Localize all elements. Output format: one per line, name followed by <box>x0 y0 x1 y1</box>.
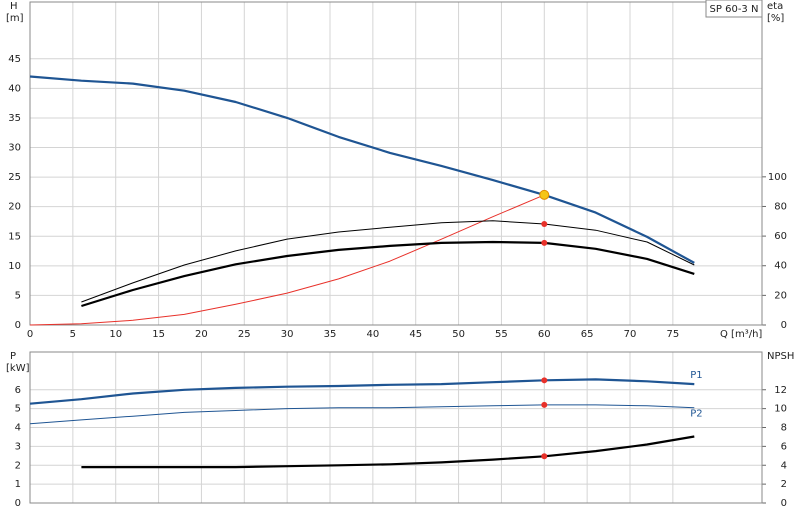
y2-axis-title: eta <box>767 1 783 12</box>
operating-point <box>541 220 548 227</box>
chart-title: SP 60-3 N <box>710 4 759 15</box>
y-tick-label: 30 <box>8 143 21 154</box>
y2-tick-label: 100 <box>768 172 787 183</box>
y-tick-label: 2 <box>15 460 21 471</box>
x-tick-label: 25 <box>238 329 251 340</box>
operating-point <box>539 189 550 200</box>
x-tick-label: 10 <box>109 329 122 340</box>
y2-tick-label: 8 <box>781 423 787 434</box>
y-axis-title: P <box>10 351 16 362</box>
x-tick-label: 75 <box>666 329 679 340</box>
y2-tick-label: 6 <box>781 441 787 452</box>
x-tick-label: 45 <box>409 329 422 340</box>
y-tick-label: 15 <box>8 231 21 242</box>
operating-point <box>541 377 548 384</box>
x-tick-label: 30 <box>281 329 294 340</box>
y-tick-label: 10 <box>8 261 21 272</box>
series-line <box>81 220 695 303</box>
x-tick-label: 65 <box>581 329 594 340</box>
y-axis-unit: [m] <box>6 13 24 24</box>
y2-tick-label: 4 <box>781 460 787 471</box>
y2-tick-label: 80 <box>774 201 787 212</box>
series-line <box>81 240 695 308</box>
y-tick-label: 5 <box>15 404 21 415</box>
x-tick-label: 15 <box>152 329 165 340</box>
y2-tick-label: 10 <box>774 404 787 415</box>
series-line <box>81 435 695 469</box>
y-tick-label: 40 <box>8 83 21 94</box>
y2-tick-label: 60 <box>774 231 787 242</box>
y-tick-label: 6 <box>15 385 21 396</box>
y-tick-label: 3 <box>15 441 21 452</box>
series-line <box>29 378 695 405</box>
y2-axis-title: NPSH <box>767 351 794 362</box>
plot-area <box>30 2 762 325</box>
x-tick-label: 70 <box>624 329 637 340</box>
plot-frame <box>29 351 763 504</box>
y-tick-label: 25 <box>8 172 21 183</box>
operating-point <box>541 401 548 408</box>
y-tick-label: 45 <box>8 54 21 65</box>
x-tick-label: 55 <box>495 329 508 340</box>
y2-tick-label: 2 <box>781 479 787 490</box>
x-tick-label: 50 <box>452 329 465 340</box>
x-tick-label: 0 <box>27 329 33 340</box>
y2-tick-label: 0 <box>781 498 787 509</box>
title-box <box>705 0 763 18</box>
series-line <box>29 194 545 326</box>
y-tick-label: 5 <box>15 290 21 301</box>
operating-point <box>541 453 548 460</box>
y2-tick-label: 0 <box>781 320 787 331</box>
x-tick-label: 40 <box>366 329 379 340</box>
y-tick-label: 0 <box>15 320 21 331</box>
y2-tick-label: 20 <box>774 290 787 301</box>
y-tick-label: 4 <box>15 423 21 434</box>
plot-frame <box>29 1 763 326</box>
series-label: P1 <box>690 370 702 381</box>
y2-axis-unit: [%] <box>767 13 784 24</box>
x-axis-title: Q [m³/h] <box>720 329 762 340</box>
y2-tick-label: 12 <box>774 385 787 396</box>
y2-tick-label: 40 <box>774 261 787 272</box>
y-axis-unit: [kW] <box>6 363 30 374</box>
y-axis-title: H <box>10 1 18 12</box>
x-tick-label: 5 <box>70 329 76 340</box>
x-tick-label: 60 <box>538 329 551 340</box>
series-line <box>29 404 695 425</box>
y-tick-label: 1 <box>15 479 21 490</box>
x-tick-label: 35 <box>324 329 337 340</box>
y-tick-label: 20 <box>8 202 21 213</box>
series-label: P2 <box>690 409 702 420</box>
y-tick-label: 0 <box>15 498 21 509</box>
series-line <box>29 75 695 264</box>
x-tick-label: 20 <box>195 329 208 340</box>
operating-point <box>541 239 548 246</box>
y-tick-label: 35 <box>8 113 21 124</box>
